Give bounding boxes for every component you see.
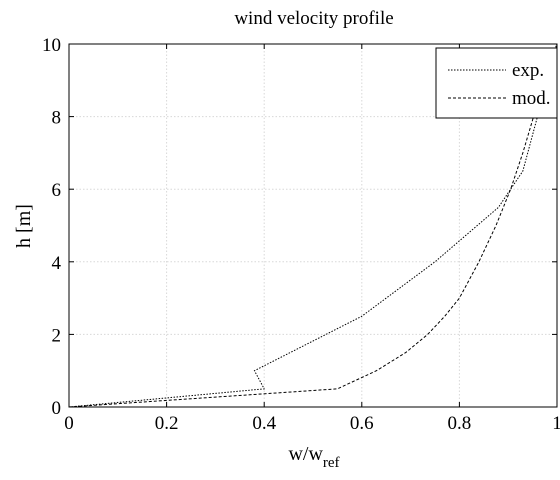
- x-tick-label: 0: [64, 413, 74, 434]
- legend-label-exp: exp.: [512, 60, 544, 81]
- x-axis-title-main: w/w: [288, 443, 323, 465]
- y-tick-label: 8: [52, 108, 62, 129]
- x-axis-title-subscript: ref: [323, 455, 340, 471]
- plot-frame: [68, 43, 558, 408]
- y-tick-label: 0: [52, 398, 62, 419]
- x-tick-label: 1: [552, 413, 560, 434]
- y-tick-label: 6: [52, 180, 62, 201]
- x-tick-label: 0.4: [252, 413, 276, 434]
- x-tick-label: 0.2: [155, 413, 179, 434]
- legend-box: [435, 47, 558, 119]
- y-tick-label: 4: [52, 253, 62, 274]
- legend: exp. mod.: [435, 47, 558, 119]
- x-tick-label: 0.6: [350, 413, 374, 434]
- x-axis-title: w/wref: [288, 443, 339, 471]
- y-tick-label: 10: [42, 35, 61, 56]
- y-tick-label: 2: [52, 325, 62, 346]
- x-tick-label: 0.8: [448, 413, 472, 434]
- y-axis-title: h [m]: [13, 204, 35, 248]
- legend-label-mod: mod.: [512, 88, 551, 109]
- chart-title: wind velocity profile: [234, 8, 393, 29]
